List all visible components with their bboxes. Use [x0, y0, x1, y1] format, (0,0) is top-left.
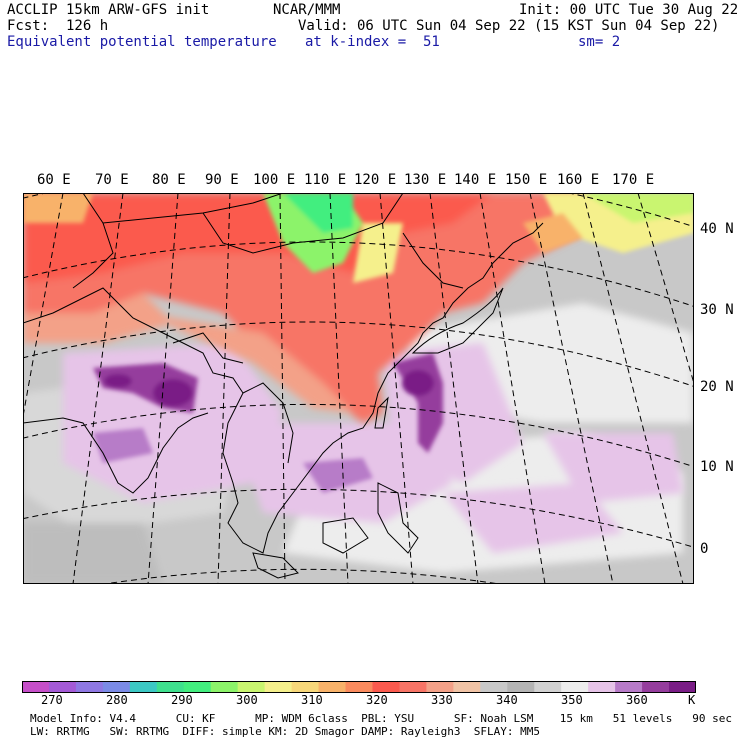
colorbar-swatch	[129, 681, 158, 693]
organization: NCAR/MMM	[273, 2, 341, 18]
field-convection-cores	[93, 353, 443, 493]
lat-label: 0	[700, 541, 709, 557]
colorbar-swatch	[345, 681, 373, 693]
colorbar-swatch	[561, 681, 589, 693]
map-frame	[23, 193, 694, 584]
colorbar-label: 350	[561, 693, 583, 707]
colorbar-swatch	[588, 681, 616, 693]
lon-label: 170 E	[612, 172, 655, 188]
colorbar-label: 310	[301, 693, 323, 707]
model-title: ACCLIP 15km ARW-GFS init	[7, 2, 210, 18]
model-info-line1: Model Info: V4.4 CU: KF MP: WDM 6class P…	[30, 712, 732, 725]
lon-label: 130 E	[404, 172, 447, 188]
colorbar-swatch	[480, 681, 508, 693]
colorbar-swatch	[264, 681, 293, 693]
colorbar-label: 360	[626, 693, 648, 707]
colorbar-frame	[22, 681, 696, 693]
colorbar-swatch	[183, 681, 212, 693]
colorbar-label: 330	[431, 693, 453, 707]
smoothing-info: sm= 2	[578, 34, 621, 50]
field-name: Equivalent potential temperature	[7, 34, 277, 50]
colorbar-label: 320	[366, 693, 388, 707]
lon-label: 60 E	[37, 172, 71, 188]
colorbar-swatch	[22, 681, 50, 693]
colorbar-unit: K	[688, 693, 696, 707]
colorbar-swatch	[291, 681, 320, 693]
lat-label: 40 N	[700, 221, 734, 237]
colorbar-swatch	[534, 681, 562, 693]
colorbar-label: 300	[236, 693, 258, 707]
lat-label: 30 N	[700, 302, 734, 318]
colorbar-swatch	[615, 681, 643, 693]
colorbar-swatch	[210, 681, 239, 693]
graticule	[23, 193, 694, 584]
colorbar-swatch	[453, 681, 481, 693]
colorbar-swatch	[48, 681, 77, 693]
colorbar-swatch	[372, 681, 400, 693]
colorbar-label: 340	[496, 693, 518, 707]
level-info: at k-index = 51	[305, 34, 440, 50]
colorbar-swatch	[642, 681, 670, 693]
field-cool-north	[23, 193, 694, 283]
colorbar-swatch	[399, 681, 427, 693]
colorbar-swatch	[156, 681, 185, 693]
lat-label: 10 N	[700, 459, 734, 475]
lat-label: 20 N	[700, 379, 734, 395]
lon-label: 90 E	[205, 172, 239, 188]
coastlines	[23, 193, 544, 579]
lon-label: 70 E	[95, 172, 129, 188]
colorbar-label: 270	[41, 693, 63, 707]
init-time: Init: 00 UTC Tue 30 Aug 22	[519, 2, 739, 18]
valid-time: Valid: 06 UTC Sun 04 Sep 22 (15 KST Sun …	[298, 18, 720, 34]
colorbar-label: 280	[106, 693, 128, 707]
lon-label: 80 E	[152, 172, 186, 188]
colorbar-swatch	[669, 681, 696, 693]
colorbar-swatch	[237, 681, 266, 693]
lon-label: 110 E	[304, 172, 347, 188]
lon-label: 100 E	[253, 172, 296, 188]
model-info-line2: LW: RRTMG SW: RRTMG DIFF: simple KM: 2D …	[30, 725, 540, 738]
colorbar-label: 290	[171, 693, 193, 707]
colorbar	[22, 681, 696, 693]
colorbar-swatch	[507, 681, 535, 693]
lon-label: 140 E	[454, 172, 497, 188]
lon-label: 160 E	[557, 172, 600, 188]
colorbar-swatch	[318, 681, 347, 693]
colorbar-swatch	[75, 681, 104, 693]
forecast-hour: Fcst: 126 h	[7, 18, 109, 34]
colorbar-swatch	[426, 681, 454, 693]
lon-label: 120 E	[354, 172, 397, 188]
colorbar-swatch	[102, 681, 131, 693]
map-panel	[23, 193, 694, 584]
lon-label: 150 E	[505, 172, 548, 188]
